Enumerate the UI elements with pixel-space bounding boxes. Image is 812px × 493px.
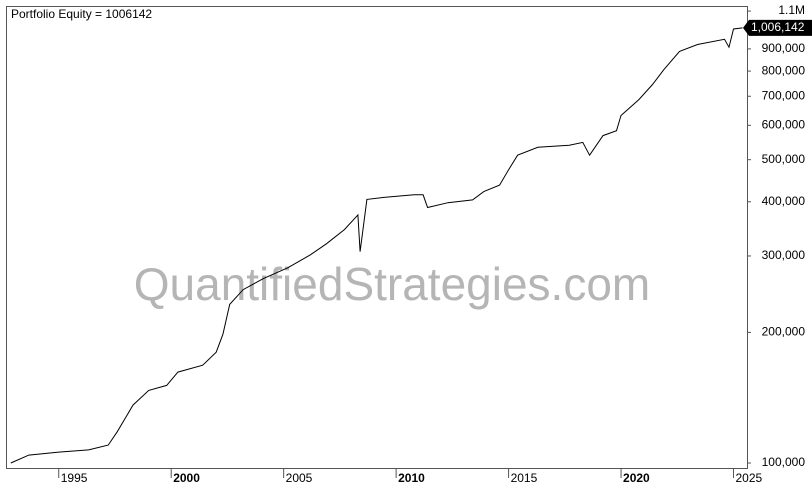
x-tick-label: 2020 bbox=[623, 471, 650, 485]
y-tick-label: 1.1M bbox=[778, 3, 805, 17]
x-tick-label: 2015 bbox=[511, 471, 538, 485]
last-value-tag bbox=[743, 19, 812, 36]
equity-line bbox=[10, 27, 743, 464]
x-tick-label: 2005 bbox=[286, 471, 313, 485]
x-tick-label: 2000 bbox=[173, 471, 200, 485]
y-tick-label: 800,000 bbox=[762, 63, 806, 77]
watermark: QuantifiedStrategies.com bbox=[134, 258, 651, 310]
y-tick-label: 300,000 bbox=[762, 248, 806, 262]
y-tick-label: 400,000 bbox=[762, 194, 806, 208]
x-tick-label: 2010 bbox=[398, 471, 425, 485]
y-tick-label: 900,000 bbox=[762, 41, 806, 55]
y-tick-label: 200,000 bbox=[762, 325, 806, 339]
last-value-label: 1,006,142 bbox=[751, 20, 805, 34]
y-tick-label: 700,000 bbox=[762, 88, 806, 102]
y-tick-label: 600,000 bbox=[762, 117, 806, 131]
chart-title: Portfolio Equity = 1006142 bbox=[11, 7, 152, 21]
x-tick-label: 1995 bbox=[61, 471, 88, 485]
y-tick-label: 100,000 bbox=[762, 455, 806, 469]
y-tick-label: 500,000 bbox=[762, 152, 806, 166]
plot-frame bbox=[6, 6, 748, 469]
x-tick-label: 2025 bbox=[736, 471, 763, 485]
